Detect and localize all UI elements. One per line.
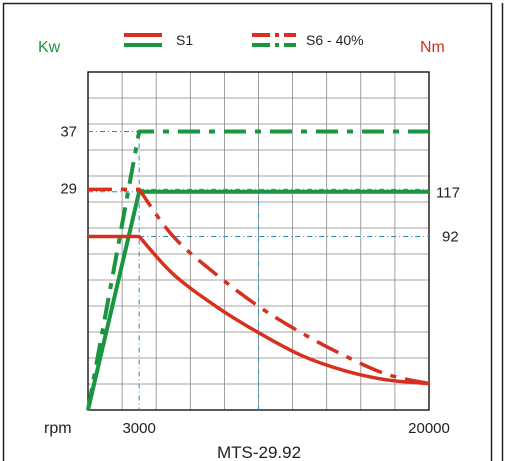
- legend-item-s6: S6 - 40%: [252, 32, 364, 48]
- model-label: MTS-29.92: [217, 443, 301, 461]
- reference-lines: [88, 130, 429, 410]
- series: [86, 129, 430, 411]
- left-tick-label: 29: [60, 181, 77, 198]
- x-tick-label: 20000: [408, 420, 450, 437]
- legend-item-s1: S1: [124, 32, 193, 48]
- chart-panel-border: [2, 2, 493, 461]
- series-torque-s1-line: [88, 234, 430, 386]
- right-tick-label: 92: [442, 228, 459, 245]
- x-tick-label: 3000: [122, 420, 155, 437]
- left-tick-label: 37: [60, 123, 77, 140]
- left-axis-label: Kw: [38, 39, 61, 56]
- series-torque-s6-line: [88, 187, 430, 386]
- right-tick-label: 117: [436, 184, 460, 201]
- series-power-s6-line: [86, 129, 429, 411]
- legend: S1 S6 - 40%: [124, 32, 364, 48]
- legend-label-s1: S1: [176, 32, 193, 48]
- right-axis-label: Nm: [420, 39, 445, 56]
- x-axis-label: rpm: [44, 420, 72, 437]
- legend-label-s6: S6 - 40%: [306, 32, 364, 48]
